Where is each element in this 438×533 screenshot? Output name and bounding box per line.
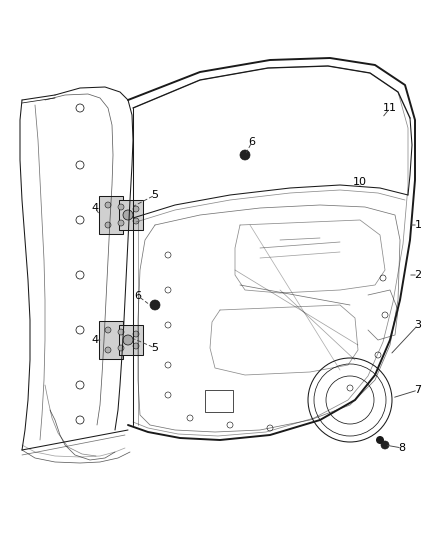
Text: 3: 3 (414, 320, 421, 330)
Text: 5: 5 (152, 343, 159, 353)
Circle shape (105, 202, 111, 208)
Circle shape (133, 218, 139, 224)
Circle shape (105, 222, 111, 228)
Text: 8: 8 (399, 443, 406, 453)
Circle shape (376, 436, 384, 444)
Text: 6: 6 (248, 137, 255, 147)
Text: 11: 11 (383, 103, 397, 113)
Circle shape (133, 331, 139, 337)
Circle shape (105, 347, 111, 353)
Circle shape (118, 345, 124, 351)
Circle shape (381, 441, 389, 449)
Bar (205, 390, 233, 412)
Circle shape (150, 300, 160, 310)
Circle shape (123, 210, 133, 220)
FancyBboxPatch shape (119, 325, 143, 355)
FancyBboxPatch shape (99, 321, 123, 359)
Circle shape (105, 327, 111, 333)
Circle shape (118, 204, 124, 210)
Circle shape (240, 150, 250, 160)
Text: 4: 4 (92, 203, 99, 213)
Circle shape (118, 329, 124, 335)
Circle shape (123, 335, 133, 345)
Text: 1: 1 (414, 220, 421, 230)
Text: 2: 2 (414, 270, 421, 280)
Circle shape (133, 343, 139, 349)
FancyBboxPatch shape (119, 200, 143, 230)
Text: 5: 5 (152, 190, 159, 200)
Circle shape (118, 220, 124, 226)
Text: 7: 7 (414, 385, 421, 395)
Text: 6: 6 (134, 291, 141, 301)
Text: 4: 4 (92, 335, 99, 345)
Circle shape (133, 206, 139, 212)
Text: 10: 10 (353, 177, 367, 187)
FancyBboxPatch shape (99, 196, 123, 234)
